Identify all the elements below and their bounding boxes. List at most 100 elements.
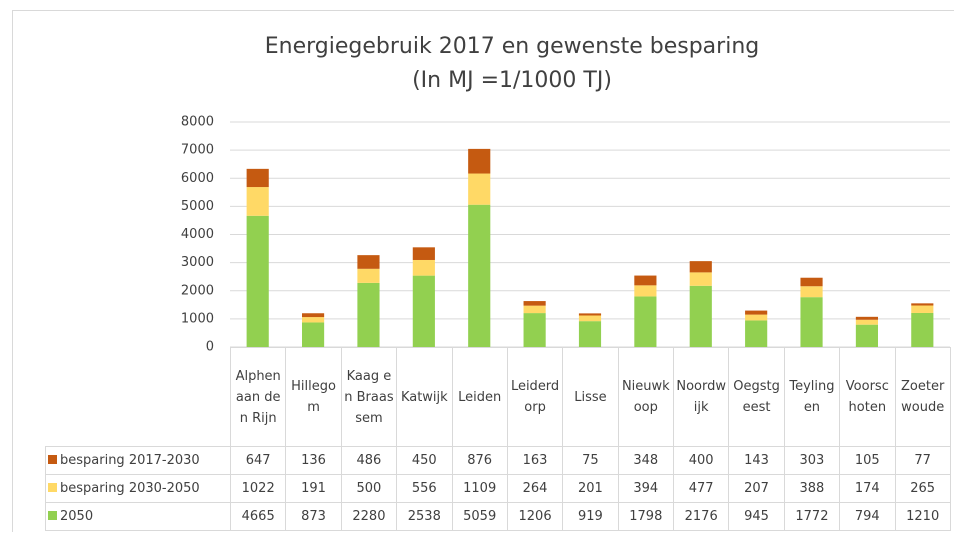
bar-segment xyxy=(302,313,325,318)
table-value: 105 xyxy=(839,446,896,475)
bar-segment xyxy=(634,275,657,286)
table-value: 163 xyxy=(506,446,564,475)
legend-cell: 2050 xyxy=(45,502,231,531)
table-value: 1109 xyxy=(451,474,508,503)
bar-segment xyxy=(911,312,934,347)
category-label: Nieuwkoop xyxy=(617,347,675,447)
table-value: 873 xyxy=(285,502,342,531)
bar-segment xyxy=(302,322,325,347)
legend-cell: besparing 2017-2030 xyxy=(45,446,231,475)
data-table: Alphen aan den Rijn Hillegom Kaag en Braas… xyxy=(45,347,951,531)
bar-segment xyxy=(634,285,657,297)
category-label: Katwijk xyxy=(396,347,453,447)
bar-segment xyxy=(523,305,546,314)
category-label: Leiden xyxy=(451,347,508,447)
table-value: 876 xyxy=(451,446,508,475)
table-value: 394 xyxy=(617,474,675,503)
category-label: Noordwijk xyxy=(672,347,730,447)
table-value: 945 xyxy=(728,502,785,531)
table-value: 207 xyxy=(728,474,785,503)
bar-segment xyxy=(578,313,602,316)
bar-segment xyxy=(634,296,657,347)
bar-segment xyxy=(745,320,768,347)
y-tick-label: 7000 xyxy=(181,143,214,158)
table-value: 2538 xyxy=(396,502,453,531)
chart-title: Energiegebruik 2017 en gewenste besparin… xyxy=(265,34,759,59)
y-tick-label: 3000 xyxy=(181,255,214,270)
y-tick-label: 5000 xyxy=(181,199,214,214)
table-value: 450 xyxy=(396,446,453,475)
category-label: Teylingen xyxy=(783,347,841,447)
bar-segment xyxy=(911,303,934,306)
bar-segment xyxy=(689,272,712,286)
table-value: 191 xyxy=(285,474,342,503)
y-tick-label: 0 xyxy=(206,340,214,355)
legend-label: besparing 2017-2030 xyxy=(60,453,200,468)
table-value: 1210 xyxy=(894,502,951,531)
table-value: 556 xyxy=(396,474,453,503)
blank-cell xyxy=(46,348,231,447)
legend-cell: besparing 2030-2050 xyxy=(45,474,231,503)
y-tick-label: 1000 xyxy=(181,311,214,326)
category-label: Alphen aan den Rijn xyxy=(229,347,287,447)
table-value: 1772 xyxy=(783,502,841,531)
table-value: 388 xyxy=(783,474,841,503)
category-label: Lisse xyxy=(562,347,619,447)
series-row: besparing 2017-2030 647 136 486 450 876 163 75 3… xyxy=(45,446,951,475)
table-value: 303 xyxy=(783,446,841,475)
legend-key xyxy=(48,511,57,520)
header-row: Alphen aan den Rijn Hillegom Kaag en Braas… xyxy=(46,347,951,447)
bar-segment xyxy=(246,187,269,216)
bar-segment xyxy=(689,285,712,347)
table-value: 647 xyxy=(229,446,287,475)
bar-segment xyxy=(745,314,768,321)
table-value: 500 xyxy=(340,474,398,503)
bar-segment xyxy=(578,315,602,322)
table-value: 1022 xyxy=(229,474,287,503)
y-tick-label: 6000 xyxy=(181,171,214,186)
bar-segment xyxy=(800,297,823,347)
table-value: 265 xyxy=(894,474,951,503)
bar-segment xyxy=(412,259,435,276)
bar-segment xyxy=(468,173,491,205)
bar-segment xyxy=(357,255,380,269)
bar-segment xyxy=(357,268,380,283)
table-value: 136 xyxy=(285,446,342,475)
category-label: Zoeterwoude xyxy=(894,347,951,447)
bar-segment xyxy=(578,321,602,347)
bar-segment xyxy=(523,313,546,347)
table-value: 477 xyxy=(672,474,730,503)
chart-subtitle: (In MJ =1/1000 TJ) xyxy=(412,68,612,93)
series-row: 2050 4665 873 2280 2538 5059 1206 919 1798 2176 94… xyxy=(45,502,951,531)
legend-key xyxy=(48,483,57,492)
legend-label: 2050 xyxy=(60,509,94,524)
table-value: 4665 xyxy=(229,502,287,531)
bar-segment xyxy=(523,301,546,306)
bar-segment xyxy=(855,316,878,320)
table-value: 348 xyxy=(617,446,675,475)
table-value: 77 xyxy=(894,446,951,475)
series-row: besparing 2030-2050 1022 191 500 556 1109 264 2… xyxy=(45,474,951,503)
table-value: 1798 xyxy=(617,502,675,531)
bar-segment xyxy=(246,168,269,188)
bar-segment xyxy=(468,204,491,347)
table-value: 264 xyxy=(506,474,564,503)
bar-segment xyxy=(800,286,823,298)
legend-label: besparing 2030-2050 xyxy=(60,481,200,496)
category-label: Voorschoten xyxy=(839,347,896,447)
bar-segment xyxy=(800,277,823,287)
frame xyxy=(12,10,954,532)
category-label: Oegstgeest xyxy=(728,347,785,447)
legend-key xyxy=(48,455,57,464)
table-value: 794 xyxy=(839,502,896,531)
y-tick-label: 2000 xyxy=(181,283,214,298)
table-value: 486 xyxy=(340,446,398,475)
bar-segment xyxy=(689,261,712,273)
y-tick-label: 4000 xyxy=(181,227,214,242)
category-label: Leiderdorp xyxy=(506,347,564,447)
bar-segment xyxy=(412,275,435,347)
bar-segment xyxy=(911,305,934,313)
bar-segment xyxy=(855,319,878,325)
